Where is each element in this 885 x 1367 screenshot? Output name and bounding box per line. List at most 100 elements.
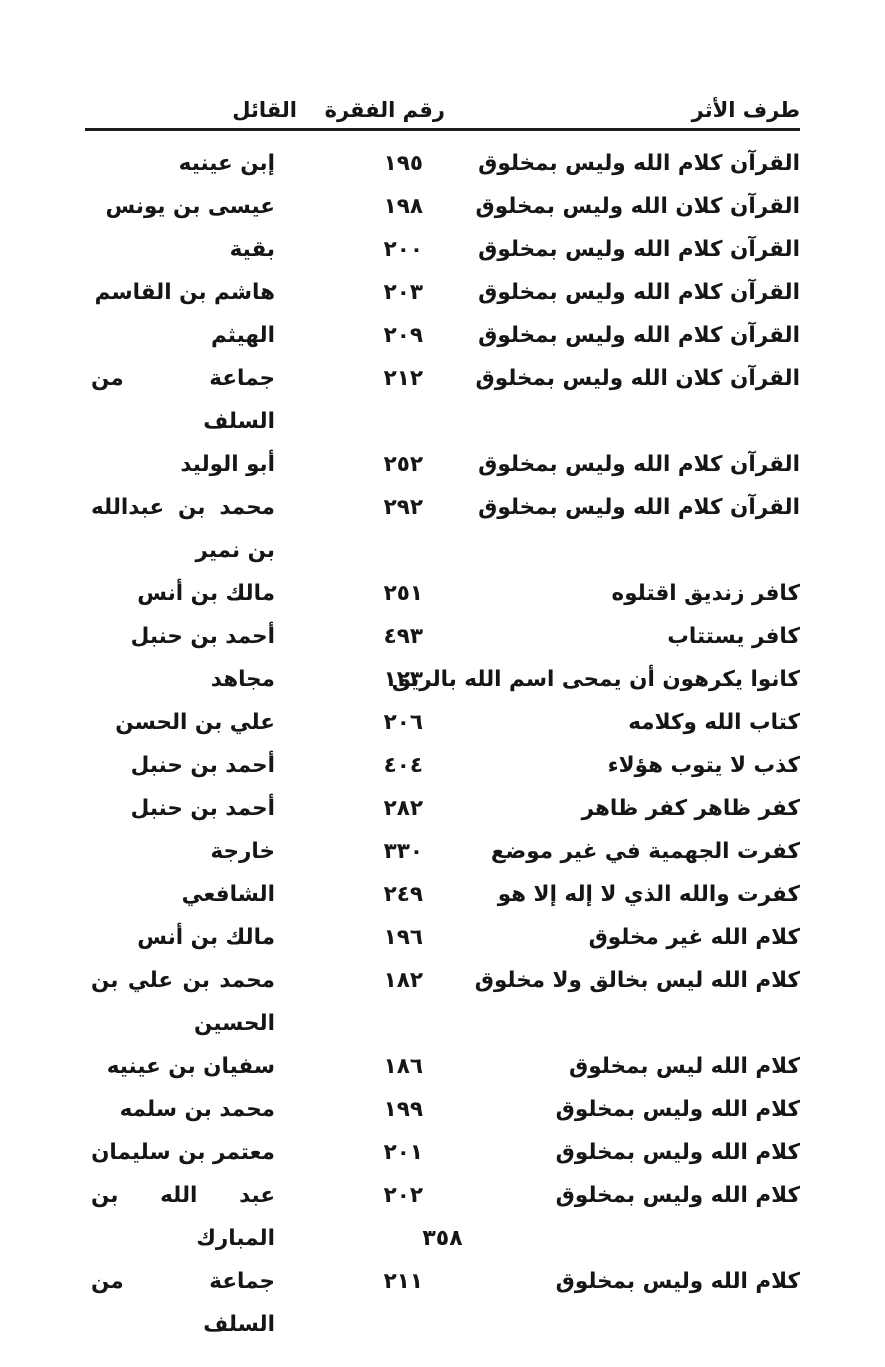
row-athar-text: القرآن كلام الله وليس بمخلوق <box>478 280 800 305</box>
table-row: كلام الله غير مخلوق ١٩٦ مالك بن أنس <box>85 916 800 959</box>
row-athar-text: كذب لا يتوب هؤلاء <box>607 753 800 778</box>
row-athar-text: القرآن كلام الله وليس بمخلوق <box>478 495 800 520</box>
table-row: القرآن كلام الله وليس بمخلوق ٢٠٣ هاشم بن ا… <box>85 271 800 314</box>
header-divider <box>85 128 800 131</box>
table-row: كافر يستتاب ٤٩٣ أحمد بن حنبل <box>85 615 800 658</box>
row-speaker-name: الهيثم <box>210 323 275 348</box>
row-athar-text: القرآن كلام الله وليس بمخلوق <box>478 151 800 176</box>
row-speaker-name: خارجة <box>210 839 275 864</box>
column-header-athar: طرف الأثر <box>691 98 800 122</box>
row-speaker-name: جماعة من السلف <box>91 366 275 434</box>
row-paragraph-number: ٢٠٠ <box>383 237 423 262</box>
table-row: القرآن كلام الله وليس بمخلوق ٢٩٢ محمد بن ع… <box>85 486 800 572</box>
index-table: طرف الأثر رقم الفقرة القائل القرآن كلام … <box>85 78 800 1346</box>
row-athar-text: كلام الله وليس بمخلوق <box>555 1183 800 1208</box>
row-paragraph-number: ٢٠٩ <box>383 323 423 348</box>
row-speaker-name: مالك بن أنس <box>137 581 275 606</box>
table-row: كتاب الله وكلامه ٢٠٦ علي بن الحسن <box>85 701 800 744</box>
row-paragraph-number: ٢٤٩ <box>383 882 423 907</box>
column-header-paragraph-number: رقم الفقرة <box>324 98 445 122</box>
row-athar-text: القرآن كلان الله وليس بمخلوق <box>475 194 800 219</box>
row-athar-text: كلام الله ليس بخالق ولا مخلوق <box>474 968 800 993</box>
row-speaker-name: الشافعي <box>181 882 275 907</box>
table-row: كلام الله وليس بمخلوق ٢٠٢ عبد الله بن المب… <box>85 1174 800 1260</box>
table-row: كلام الله وليس بمخلوق ٢١١ جماعة من السلف <box>85 1260 800 1346</box>
row-speaker-name: سفيان بن عينيه <box>106 1054 275 1079</box>
row-athar-text: كلام الله وليس بمخلوق <box>555 1140 800 1165</box>
table-row: كذب لا يتوب هؤلاء ٤٠٤ أحمد بن حنبل <box>85 744 800 787</box>
row-paragraph-number: ٢٥١ <box>383 581 423 606</box>
row-paragraph-number: ٢١٢ <box>383 366 423 391</box>
table-body: القرآن كلام الله وليس بمخلوق ١٩٥ إبن عينيه… <box>85 142 800 1346</box>
row-athar-text: القرآن كلام الله وليس بمخلوق <box>478 237 800 262</box>
row-athar-text: القرآن كلام الله وليس بمخلوق <box>478 452 800 477</box>
row-athar-text: كلام الله وليس بمخلوق <box>555 1097 800 1122</box>
page-number: ٣٥٨ <box>422 1226 463 1251</box>
row-speaker-name: محمد بن عبدالله بن نمير <box>91 495 275 563</box>
table-row: القرآن كلام الله وليس بمخلوق ٢٠٩ الهيثم <box>85 314 800 357</box>
table-row: كانوا يكرهون أن يمحى اسم الله بالريق ١٢٣ م… <box>85 658 800 701</box>
row-speaker-name: هاشم بن القاسم <box>94 280 275 305</box>
row-speaker-name: إبن عينيه <box>178 151 275 176</box>
row-speaker-name: عيسى بن يونس <box>105 194 275 219</box>
table-row: القرآن كلان الله وليس بمخلوق ٢١٢ جماعة من … <box>85 357 800 443</box>
table-row: القرآن كلان الله وليس بمخلوق ١٩٨ عيسى بن ي… <box>85 185 800 228</box>
row-speaker-name: علي بن الحسن <box>115 710 275 735</box>
row-athar-text: القرآن كلام الله وليس بمخلوق <box>478 323 800 348</box>
row-paragraph-number: ١٩٨ <box>383 194 423 219</box>
table-row: كفرت الجهمية في غير موضع ٣٣٠ خارجة <box>85 830 800 873</box>
row-paragraph-number: ٣٣٠ <box>383 839 423 864</box>
row-paragraph-number: ٤٠٤ <box>383 753 423 778</box>
row-speaker-name: محمد بن علي بن الحسين <box>91 968 275 1036</box>
row-paragraph-number: ٢٨٢ <box>383 796 423 821</box>
row-athar-text: كافر زنديق اقتلوه <box>611 581 801 606</box>
row-paragraph-number: ١٩٩ <box>383 1097 423 1122</box>
table-row: القرآن كلام الله وليس بمخلوق ١٩٥ إبن عينيه <box>85 142 800 185</box>
table-row: كلام الله وليس بمخلوق ٢٠١ معتمر بن سليمان <box>85 1131 800 1174</box>
row-speaker-name: مجاهد <box>210 667 275 692</box>
row-speaker-name: أحمد بن حنبل <box>130 753 275 778</box>
table-header-row: طرف الأثر رقم الفقرة القائل <box>85 78 800 122</box>
row-athar-text: كلام الله ليس بمخلوق <box>569 1054 800 1079</box>
table-row: كافر زنديق اقتلوه ٢٥١ مالك بن أنس <box>85 572 800 615</box>
table-row: القرآن كلام الله وليس بمخلوق ٢٠٠ بقية <box>85 228 800 271</box>
table-row: كفرت والله الذي لا إله إلا هو ٢٤٩ الشافعي <box>85 873 800 916</box>
row-paragraph-number: ١٩٦ <box>383 925 423 950</box>
table-row: كلام الله وليس بمخلوق ١٩٩ محمد بن سلمه <box>85 1088 800 1131</box>
row-athar-text: كافر يستتاب <box>667 624 800 649</box>
table-row: كلام الله ليس بمخلوق ١٨٦ سفيان بن عينيه <box>85 1045 800 1088</box>
row-paragraph-number: ١٩٥ <box>383 151 423 176</box>
row-paragraph-number: ٢٠٦ <box>383 710 423 735</box>
row-athar-text: كلام الله غير مخلوق <box>588 925 800 950</box>
row-athar-text: كفر ظاهر كفر ظاهر <box>581 796 800 821</box>
row-paragraph-number: ١٢٣ <box>383 667 423 692</box>
row-paragraph-number: ٢٥٢ <box>383 452 423 477</box>
row-paragraph-number: ٢٠٣ <box>383 280 423 305</box>
row-speaker-name: بقية <box>229 237 275 262</box>
table-row: كفر ظاهر كفر ظاهر ٢٨٢ أحمد بن حنبل <box>85 787 800 830</box>
row-paragraph-number: ٢١١ <box>383 1269 423 1294</box>
row-paragraph-number: ٢٠١ <box>383 1140 423 1165</box>
row-paragraph-number: ٢٩٢ <box>383 495 423 520</box>
row-speaker-name: مالك بن أنس <box>137 925 275 950</box>
row-speaker-name: معتمر بن سليمان <box>91 1140 275 1165</box>
row-athar-text: كفرت الجهمية في غير موضع <box>490 839 800 864</box>
row-speaker-name: محمد بن سلمه <box>119 1097 275 1122</box>
row-athar-text: كتاب الله وكلامه <box>628 710 800 735</box>
row-speaker-name: أحمد بن حنبل <box>130 796 275 821</box>
row-athar-text: كانوا يكرهون أن يمحى اسم الله بالريق <box>391 667 800 692</box>
row-athar-text: كفرت والله الذي لا إله إلا هو <box>497 882 800 907</box>
row-paragraph-number: ٤٩٣ <box>383 624 423 649</box>
table-row: القرآن كلام الله وليس بمخلوق ٢٥٢ أبو الولي… <box>85 443 800 486</box>
row-speaker-name: أبو الوليد <box>180 452 275 477</box>
row-athar-text: كلام الله وليس بمخلوق <box>555 1269 800 1294</box>
row-speaker-name: جماعة من السلف <box>91 1269 275 1337</box>
row-paragraph-number: ١٨٦ <box>383 1054 423 1079</box>
table-row: كلام الله ليس بخالق ولا مخلوق ١٨٢ محمد بن … <box>85 959 800 1045</box>
row-speaker-name: أحمد بن حنبل <box>130 624 275 649</box>
row-paragraph-number: ٢٠٢ <box>383 1183 423 1208</box>
row-athar-text: القرآن كلان الله وليس بمخلوق <box>475 366 800 391</box>
column-header-speaker: القائل <box>232 98 297 122</box>
row-speaker-name: عبد الله بن المبارك <box>91 1183 275 1251</box>
